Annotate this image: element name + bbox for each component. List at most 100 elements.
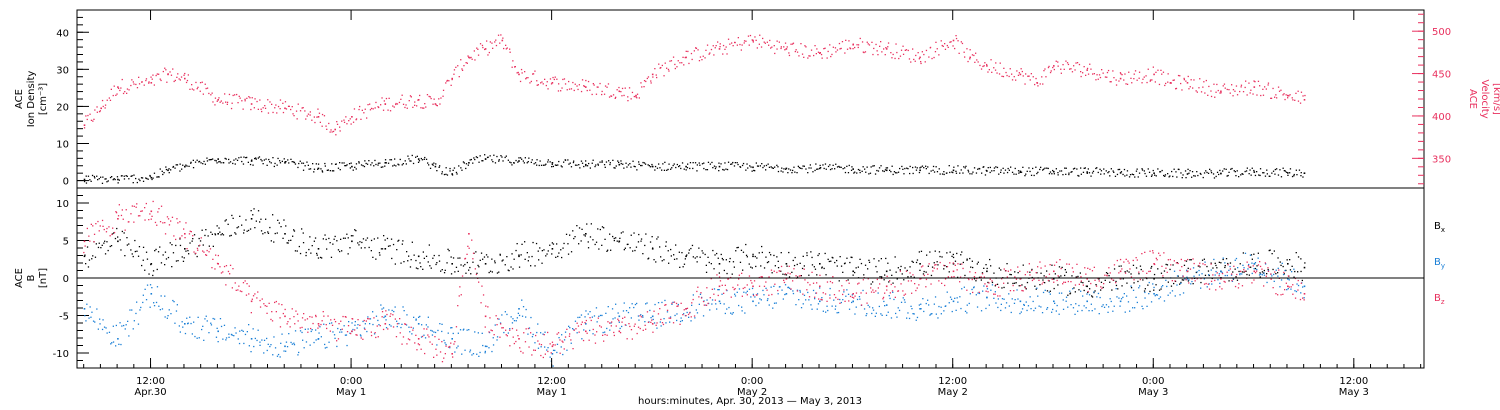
density-point — [420, 157, 422, 160]
bz-point — [1210, 263, 1212, 265]
density-point — [1129, 174, 1132, 176]
bz-point — [1238, 283, 1240, 285]
by-point — [517, 312, 519, 314]
bz-point — [509, 329, 511, 331]
velocity-point — [358, 108, 360, 111]
bz-point — [392, 314, 394, 316]
bz-point — [768, 276, 770, 278]
velocity-point — [1179, 75, 1181, 77]
bx-point — [551, 253, 553, 255]
bx-point — [301, 228, 303, 230]
bx-point — [1242, 252, 1244, 254]
by-point — [301, 331, 303, 334]
density-point — [726, 168, 729, 171]
by-point — [907, 312, 909, 314]
density-point — [287, 159, 289, 161]
bz-point — [377, 336, 379, 338]
velocity-point — [489, 41, 491, 43]
bz-point — [1227, 264, 1229, 266]
density-point — [1207, 172, 1210, 174]
density-point — [589, 167, 591, 169]
bx-point — [1035, 288, 1037, 290]
bz-point — [304, 319, 306, 321]
velocity-point — [309, 111, 311, 113]
bz-point — [582, 339, 585, 342]
bz-point — [150, 210, 153, 213]
bz-point — [164, 233, 167, 235]
bx-point — [420, 266, 422, 268]
bx-point — [1207, 270, 1210, 272]
bz-point — [1299, 298, 1302, 301]
bz-point — [808, 296, 811, 298]
by-point — [940, 313, 942, 315]
bz-point — [306, 318, 309, 320]
by-point — [1220, 270, 1222, 273]
density-point — [757, 165, 759, 167]
density-point — [1024, 175, 1026, 177]
velocity-point — [345, 116, 347, 118]
bx-point — [670, 255, 672, 257]
bz-point — [957, 263, 959, 265]
bz-point — [886, 275, 888, 277]
bx-point — [138, 246, 141, 248]
bz-point — [329, 330, 331, 332]
velocity-point — [385, 97, 388, 100]
density-point — [1071, 171, 1073, 173]
density-point — [986, 170, 988, 172]
bz-point — [315, 314, 317, 317]
velocity-point — [857, 44, 860, 46]
bz-point — [120, 214, 123, 217]
velocity-point — [1149, 79, 1152, 81]
by-point — [204, 318, 206, 320]
by-point — [259, 341, 261, 343]
density-point — [1087, 168, 1089, 170]
velocity-point — [674, 67, 676, 70]
by-point — [281, 333, 283, 335]
by-point — [305, 341, 308, 343]
bx-point — [340, 238, 342, 240]
density-point — [142, 180, 145, 182]
density-point — [1030, 174, 1033, 176]
bx-point — [976, 263, 978, 265]
velocity-point — [495, 44, 498, 47]
bx-point — [655, 261, 657, 263]
velocity-point — [969, 49, 971, 51]
density-point — [493, 154, 495, 156]
velocity-point — [938, 54, 940, 56]
bx-point — [428, 244, 430, 246]
density-point — [333, 170, 335, 172]
bz-point — [195, 252, 197, 254]
bz-point — [170, 220, 172, 222]
density-point — [928, 172, 930, 175]
density-point — [965, 165, 967, 167]
by-point — [127, 320, 129, 322]
bz-point — [1093, 266, 1095, 268]
bz-point — [184, 237, 186, 239]
by-point — [765, 287, 767, 289]
bz-point — [279, 326, 282, 328]
bx-point — [214, 234, 217, 236]
velocity-point — [288, 105, 290, 107]
by-point — [481, 332, 483, 334]
density-point — [533, 163, 535, 165]
velocity-point — [428, 95, 430, 98]
density-point — [293, 161, 295, 163]
velocity-point — [661, 64, 663, 67]
density-point — [772, 167, 774, 169]
bz-point — [899, 270, 901, 272]
density-point — [1293, 175, 1295, 177]
bz-point — [108, 226, 110, 228]
bz-point — [291, 308, 293, 310]
bz-point — [1026, 271, 1029, 273]
density-point — [371, 162, 373, 164]
by-point — [88, 317, 90, 319]
bz-point — [466, 253, 468, 255]
by-point — [986, 296, 988, 299]
velocity-point — [1213, 83, 1215, 85]
bz-point — [1148, 270, 1150, 273]
bx-point — [977, 261, 979, 263]
density-point — [651, 163, 653, 166]
velocity-point — [844, 52, 846, 54]
density-point — [752, 166, 754, 169]
velocity-point — [776, 40, 778, 42]
